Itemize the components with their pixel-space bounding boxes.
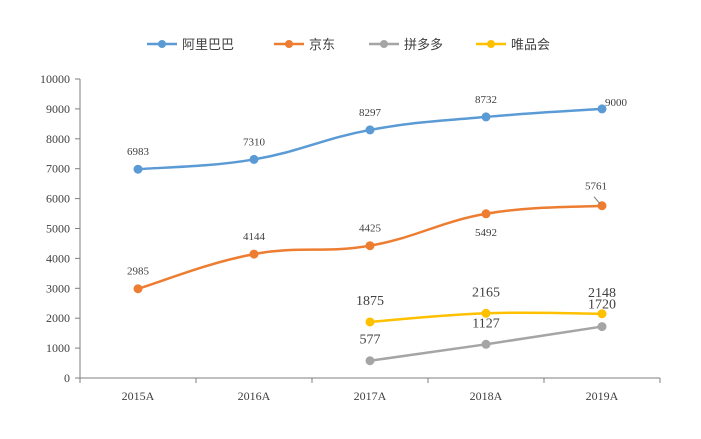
legend-label: 阿里巴巴 bbox=[182, 38, 234, 53]
legend-swatch-marker bbox=[380, 40, 388, 48]
data-label: 5761 bbox=[585, 181, 607, 193]
legend-swatch-marker bbox=[158, 40, 166, 48]
y-tick-label: 3000 bbox=[46, 281, 70, 295]
data-label: 8732 bbox=[475, 94, 497, 106]
y-tick-label: 9000 bbox=[46, 102, 70, 116]
y-tick-label: 5000 bbox=[46, 222, 70, 236]
data-point bbox=[133, 284, 143, 294]
data-point bbox=[365, 317, 375, 327]
data-point bbox=[365, 356, 375, 366]
data-point bbox=[249, 249, 259, 259]
legend-label: 拼多多 bbox=[404, 37, 443, 53]
legend-swatch-marker bbox=[285, 40, 293, 48]
x-tick-label: 2019A bbox=[586, 389, 619, 403]
data-label: 1127 bbox=[472, 316, 499, 331]
data-label-layer: 6983 7310 8297 8732 9000 2985 4144 4425 5492 5761… bbox=[127, 94, 628, 348]
data-point bbox=[133, 164, 143, 174]
data-point bbox=[481, 209, 491, 219]
legend-swatch-marker bbox=[487, 40, 495, 48]
x-tick-label: 2015A bbox=[122, 389, 155, 403]
data-label: 7310 bbox=[243, 136, 266, 148]
data-label: 6983 bbox=[127, 146, 150, 158]
data-label: 1720 bbox=[588, 298, 616, 313]
series-layer bbox=[133, 104, 607, 366]
y-tick-label: 2000 bbox=[46, 311, 70, 325]
axes: 0 1000 2000 3000 4000 5000 6000 7000 8000 9000 100… bbox=[40, 72, 661, 403]
y-tick-label: 7000 bbox=[46, 162, 70, 176]
data-point bbox=[597, 104, 607, 114]
data-label: 2148 bbox=[588, 286, 616, 301]
y-tick-label: 8000 bbox=[46, 132, 70, 146]
y-tick-label: 1000 bbox=[46, 341, 70, 355]
data-label: 9000 bbox=[605, 97, 628, 109]
data-label: 2985 bbox=[127, 266, 150, 278]
legend: 阿里巴巴 京东 拼多多 唯品会 bbox=[147, 37, 550, 53]
data-point bbox=[597, 322, 607, 332]
y-tick-label: 0 bbox=[64, 371, 70, 385]
data-point bbox=[365, 125, 375, 135]
data-label: 1875 bbox=[356, 294, 384, 309]
data-label: 2165 bbox=[472, 285, 500, 300]
x-tick-label: 2018A bbox=[470, 389, 503, 403]
legend-label: 唯品会 bbox=[511, 38, 550, 53]
label-leader-line bbox=[593, 196, 601, 205]
data-point bbox=[365, 241, 375, 251]
y-tick-label: 4000 bbox=[46, 251, 70, 265]
data-label: 4425 bbox=[359, 223, 382, 235]
x-tick-label: 2017A bbox=[354, 389, 387, 403]
y-tick-label: 10000 bbox=[40, 72, 70, 86]
data-label: 577 bbox=[360, 333, 381, 348]
y-tick-label: 6000 bbox=[46, 192, 70, 206]
data-point bbox=[481, 308, 491, 318]
legend-label: 京东 bbox=[309, 38, 335, 53]
data-point bbox=[249, 154, 259, 164]
data-point bbox=[481, 112, 491, 122]
data-point bbox=[597, 309, 607, 319]
data-point bbox=[481, 339, 491, 349]
x-tick-label: 2016A bbox=[238, 389, 271, 403]
data-label: 4144 bbox=[243, 231, 266, 243]
data-label: 8297 bbox=[359, 107, 382, 119]
data-label: 5492 bbox=[475, 227, 497, 239]
